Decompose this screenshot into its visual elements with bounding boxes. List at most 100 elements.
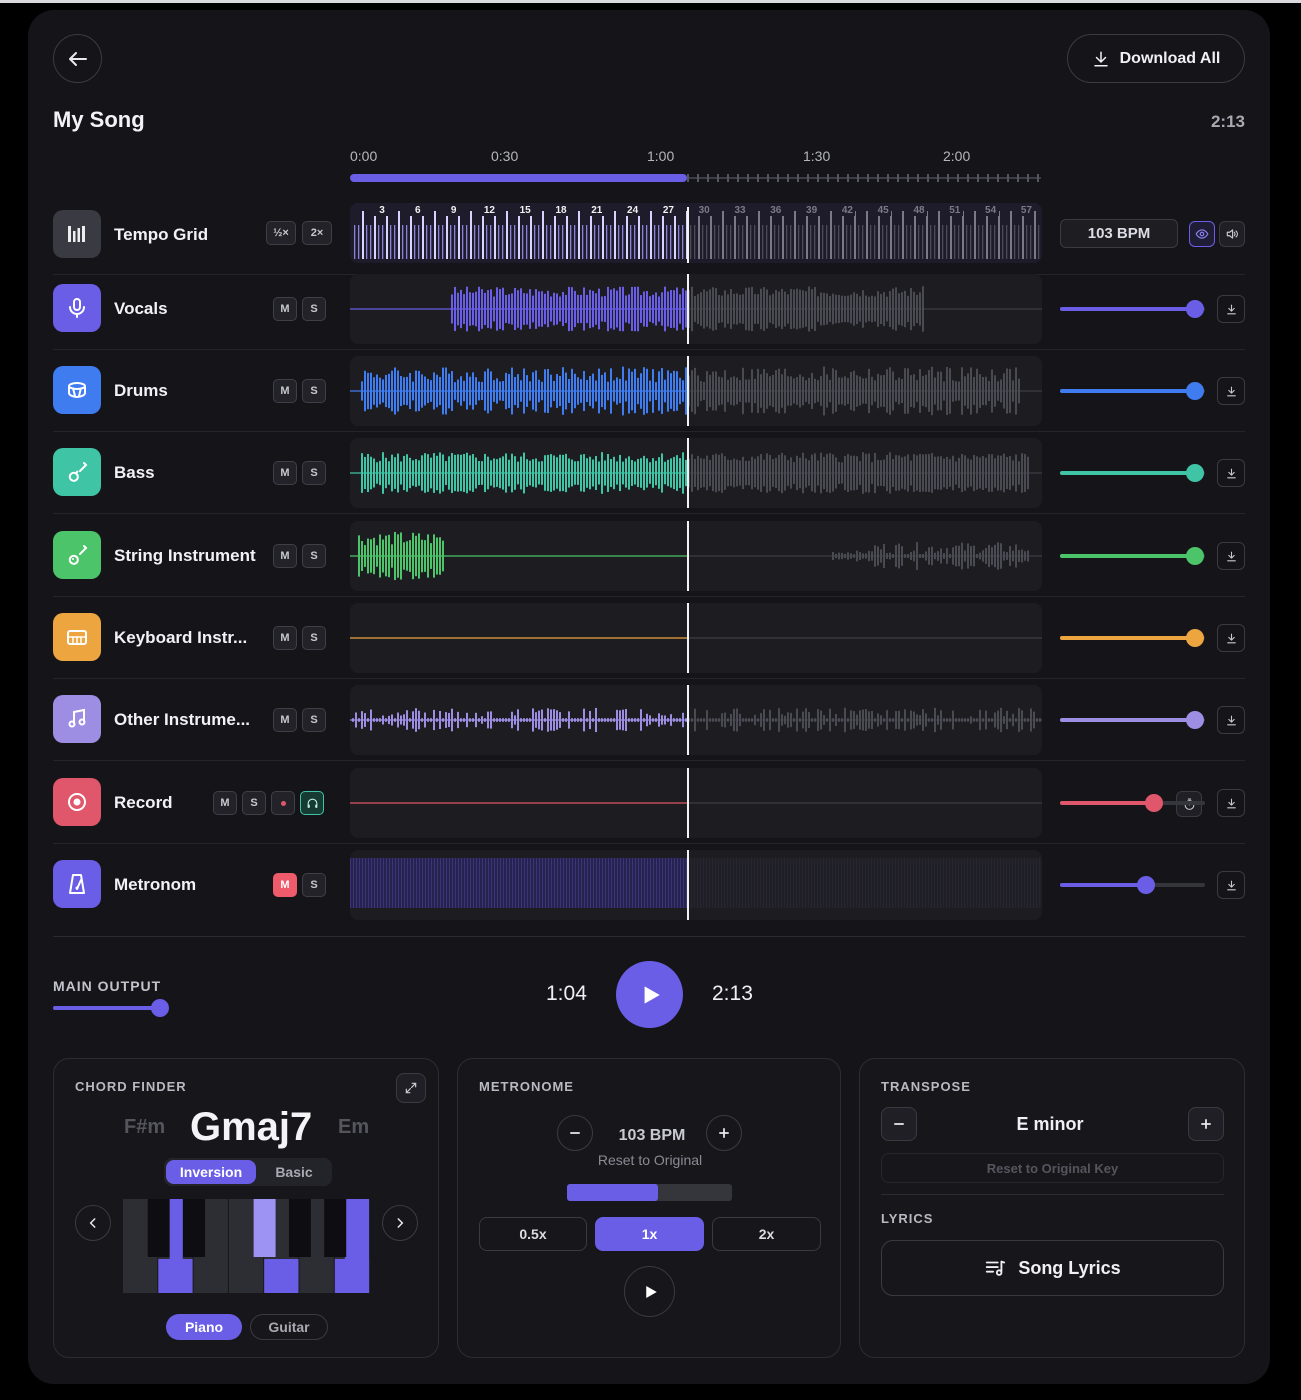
guitar-tab[interactable]: Guitar: [250, 1314, 328, 1340]
expand-icon: [405, 1082, 417, 1094]
black-key[interactable]: [253, 1199, 276, 1257]
basic-mode-button[interactable]: Basic: [275, 1164, 313, 1180]
track-download-button[interactable]: [1217, 459, 1245, 487]
slider-knob[interactable]: [1186, 464, 1204, 482]
solo-button[interactable]: S: [302, 297, 326, 321]
waveform: [350, 452, 1042, 494]
playhead: [687, 685, 689, 755]
tempo-sound-toggle[interactable]: [1219, 221, 1245, 247]
slider-knob[interactable]: [1137, 876, 1155, 894]
beat-number: 24: [624, 205, 641, 216]
track-volume-slider[interactable]: [1060, 299, 1205, 319]
half-tempo-button[interactable]: ½×: [266, 221, 296, 245]
song-lyrics-button[interactable]: Song Lyrics: [881, 1240, 1224, 1296]
transpose-down-button[interactable]: [881, 1107, 917, 1141]
mute-button[interactable]: M: [273, 626, 297, 650]
track-download-button[interactable]: [1217, 624, 1245, 652]
speed-1x-button[interactable]: 1x: [595, 1217, 704, 1251]
slider-knob[interactable]: [1186, 711, 1204, 729]
track-lane[interactable]: [350, 438, 1042, 508]
mute-button[interactable]: M: [273, 544, 297, 568]
beat-number: 33: [732, 205, 748, 216]
transpose-up-button[interactable]: [1188, 1107, 1224, 1141]
track-download-button[interactable]: [1217, 706, 1245, 734]
solo-button[interactable]: S: [242, 791, 266, 815]
track-lane[interactable]: [350, 521, 1042, 591]
arm-record-button[interactable]: [271, 791, 295, 815]
slider-knob[interactable]: [1186, 382, 1204, 400]
metronome-reset[interactable]: Reset to Original: [597, 1152, 703, 1168]
timeline-scrubber[interactable]: [350, 172, 1041, 184]
play-button[interactable]: [616, 961, 683, 1028]
track-download-button[interactable]: [1217, 789, 1245, 817]
next-chord: Em: [338, 1116, 370, 1138]
metronome-volume-bar[interactable]: [567, 1184, 732, 1201]
download-all-button[interactable]: Download All: [1067, 34, 1245, 83]
track-volume-slider[interactable]: [1060, 463, 1205, 483]
bpm-increase-button[interactable]: [706, 1115, 742, 1151]
white-key-highlight: [169, 1199, 183, 1293]
track-volume-slider[interactable]: [1060, 710, 1205, 730]
track-download-button[interactable]: [1217, 377, 1245, 405]
track-volume-slider[interactable]: [1060, 546, 1205, 566]
track-download-button[interactable]: [1217, 542, 1245, 570]
back-button[interactable]: [53, 34, 102, 83]
row-divider: [53, 678, 1245, 679]
beat-number: 21: [588, 205, 605, 216]
black-key[interactable]: [183, 1199, 206, 1257]
mute-button[interactable]: M: [273, 708, 297, 732]
track-volume-slider[interactable]: [1060, 628, 1205, 648]
solo-button[interactable]: S: [302, 379, 326, 403]
track-volume-slider[interactable]: [1060, 381, 1205, 401]
mute-button[interactable]: M: [273, 379, 297, 403]
solo-button[interactable]: S: [302, 708, 326, 732]
solo-button[interactable]: S: [302, 544, 326, 568]
solo-button[interactable]: S: [302, 626, 326, 650]
chord-next-button[interactable]: [382, 1205, 418, 1241]
track-volume-slider[interactable]: [1060, 875, 1205, 895]
black-key[interactable]: [288, 1199, 311, 1257]
track-name: Vocals: [114, 299, 168, 318]
speed-2x-button[interactable]: 2x: [712, 1217, 821, 1251]
mute-button[interactable]: M: [273, 297, 297, 321]
bpm-display[interactable]: 103 BPM: [1060, 219, 1178, 248]
piano-tab[interactable]: Piano: [166, 1314, 242, 1340]
track-lane[interactable]: [350, 274, 1042, 344]
track-volume-slider[interactable]: [1060, 793, 1205, 813]
double-tempo-button[interactable]: 2×: [302, 221, 332, 245]
slider-knob[interactable]: [1145, 794, 1163, 812]
slider-knob[interactable]: [151, 999, 169, 1017]
track-download-button[interactable]: [1217, 295, 1245, 323]
slider-knob[interactable]: [1186, 300, 1204, 318]
main-output-slider[interactable]: [53, 998, 169, 1018]
track-lane[interactable]: [350, 850, 1042, 920]
playhead: [687, 274, 689, 344]
monitor-button[interactable]: [300, 791, 324, 815]
solo-button[interactable]: S: [302, 461, 326, 485]
playhead: [687, 207, 689, 263]
metronome-play-button[interactable]: [624, 1266, 675, 1317]
piano-keyboard[interactable]: [123, 1199, 370, 1293]
track-lane[interactable]: [350, 603, 1042, 673]
black-key[interactable]: [147, 1199, 170, 1257]
track-download-button[interactable]: [1217, 871, 1245, 899]
slider-knob[interactable]: [1186, 547, 1204, 565]
solo-button[interactable]: S: [302, 873, 326, 897]
track-lane[interactable]: [350, 685, 1042, 755]
bpm-decrease-button[interactable]: [557, 1115, 593, 1151]
black-key[interactable]: [324, 1199, 347, 1257]
tempo-grid-lane[interactable]: 3 6 9 12 15 18 21 24 27 30 33 36 39 42 45 48 51 54 57: [350, 203, 1042, 263]
inversion-mode-button[interactable]: Inversion: [166, 1160, 256, 1184]
slider-knob[interactable]: [1186, 629, 1204, 647]
track-lane[interactable]: [350, 356, 1042, 426]
mute-button[interactable]: M: [273, 873, 297, 897]
chord-prev-button[interactable]: [75, 1205, 111, 1241]
mute-button[interactable]: M: [273, 461, 297, 485]
reset-key-button[interactable]: Reset to Original Key: [881, 1153, 1224, 1183]
tempo-visibility-toggle[interactable]: [1189, 221, 1215, 247]
track-icon-box: [53, 778, 101, 826]
expand-button[interactable]: [396, 1073, 426, 1103]
track-lane[interactable]: [350, 768, 1042, 838]
speed-0-5x-button[interactable]: 0.5x: [479, 1217, 587, 1251]
mute-button[interactable]: M: [213, 791, 237, 815]
